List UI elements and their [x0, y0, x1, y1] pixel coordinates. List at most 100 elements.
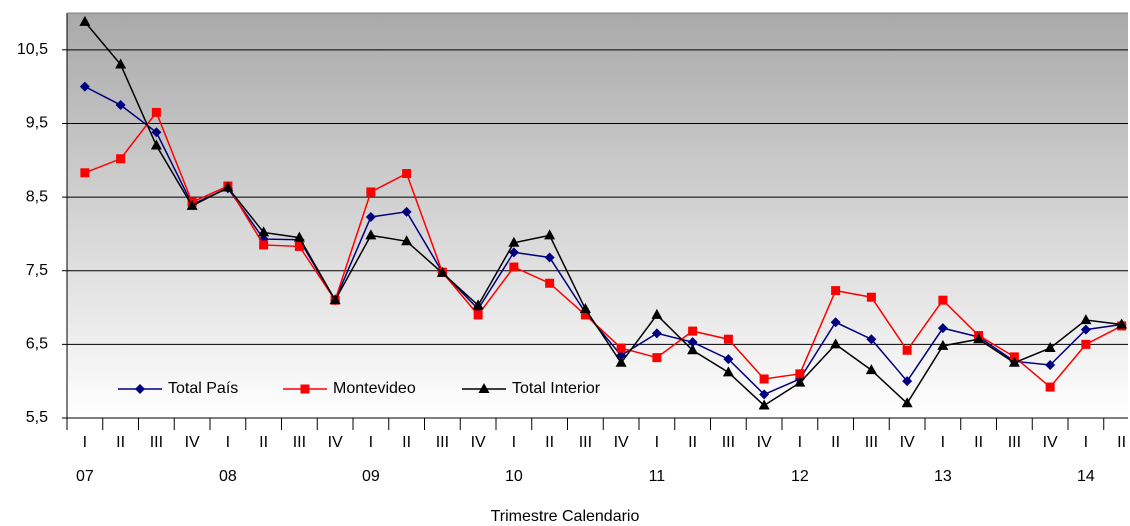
marker: [938, 295, 948, 305]
marker: [508, 236, 520, 247]
x-tick-label: I: [83, 434, 87, 451]
marker: [151, 127, 162, 138]
lines: [79, 15, 1128, 410]
marker: [1044, 342, 1056, 353]
marker: [294, 241, 304, 251]
marker: [902, 376, 913, 387]
y-tick-label: 6,5: [26, 336, 48, 353]
x-tick-label: IV: [185, 434, 200, 451]
marker: [1080, 314, 1092, 325]
marker: [365, 211, 376, 222]
legend-label: Montevideo: [333, 380, 416, 397]
marker: [973, 333, 985, 344]
series-line: [84, 110, 1122, 389]
marker: [544, 252, 555, 263]
marker: [1081, 339, 1091, 349]
x-tick-label: III: [865, 434, 878, 451]
series-line: [84, 21, 1122, 407]
marker: [116, 154, 126, 164]
marker: [150, 139, 162, 150]
marker: [1116, 318, 1128, 329]
marker: [1008, 356, 1020, 367]
marker: [151, 107, 161, 117]
marker: [366, 187, 376, 197]
marker: [830, 317, 841, 328]
x-tick-label: I: [798, 434, 802, 451]
marker: [186, 199, 198, 210]
x-tick-label: II: [545, 434, 554, 451]
y-tick-label: 9,5: [26, 115, 48, 132]
marker: [794, 376, 806, 387]
marker: [436, 266, 448, 277]
x-year-label: 09: [362, 468, 380, 485]
marker: [759, 374, 769, 384]
marker: [259, 240, 269, 250]
marker: [478, 383, 490, 393]
marker: [1045, 382, 1055, 392]
x-axis-title: Trimestre Calendario: [491, 508, 640, 525]
marker: [616, 343, 626, 353]
x-tick-label: III: [722, 434, 735, 451]
x-tick-label: IV: [900, 434, 915, 451]
x-tick-label: I: [655, 434, 659, 451]
marker: [508, 247, 519, 258]
marker: [545, 278, 555, 288]
plot-area: [67, 13, 1128, 418]
x-year-label: 13: [934, 468, 952, 485]
x-tick-label: III: [1008, 434, 1021, 451]
x-tick-label: III: [436, 434, 449, 451]
marker: [544, 229, 556, 240]
marker: [902, 345, 912, 355]
marker: [652, 353, 662, 363]
x-tick-label: I: [226, 434, 230, 451]
x-tick-label: III: [150, 434, 163, 451]
marker: [723, 354, 734, 365]
marker: [615, 356, 627, 367]
y-tick-label: 5,5: [26, 409, 48, 426]
marker: [329, 294, 341, 305]
marker: [688, 326, 698, 336]
x-year-label: 12: [791, 468, 809, 485]
marker: [115, 58, 127, 69]
marker: [473, 310, 483, 320]
x-tick-label: I: [369, 434, 373, 451]
x-year-label: 10: [505, 468, 523, 485]
marker: [722, 366, 734, 377]
x-tick-label: IV: [614, 434, 629, 451]
marker: [687, 337, 698, 348]
x-tick-label: I: [512, 434, 516, 451]
x-year-label: 07: [76, 468, 94, 485]
marker: [293, 231, 305, 242]
x-tick-label: II: [688, 434, 697, 451]
marker: [401, 235, 413, 246]
marker: [258, 226, 270, 237]
x-year-label: 08: [219, 468, 237, 485]
marker: [580, 310, 590, 320]
x-tick-label: II: [831, 434, 840, 451]
x-tick-label: III: [579, 434, 592, 451]
marker: [865, 364, 877, 375]
marker: [830, 338, 842, 349]
x-tick-label: II: [116, 434, 125, 451]
marker: [866, 292, 876, 302]
marker: [687, 344, 699, 355]
x-tick-label: I: [941, 434, 945, 451]
x-tick-label: III: [293, 434, 306, 451]
legend-label: Total País: [168, 380, 238, 397]
series-line: [84, 85, 1122, 396]
y-tick-label: 7,5: [26, 262, 48, 279]
x-tick-label: I: [1084, 434, 1088, 451]
marker: [795, 369, 805, 379]
x-year-label: 11: [649, 468, 666, 485]
x-tick-label: II: [259, 434, 268, 451]
legend-label: Total Interior: [512, 380, 601, 397]
marker: [937, 339, 949, 350]
marker: [115, 100, 126, 111]
marker: [651, 308, 663, 319]
x-tick-label: IV: [1043, 434, 1058, 451]
marker: [1080, 324, 1091, 335]
x-tick-label: IV: [471, 434, 486, 451]
x-tick-label: II: [402, 434, 411, 451]
